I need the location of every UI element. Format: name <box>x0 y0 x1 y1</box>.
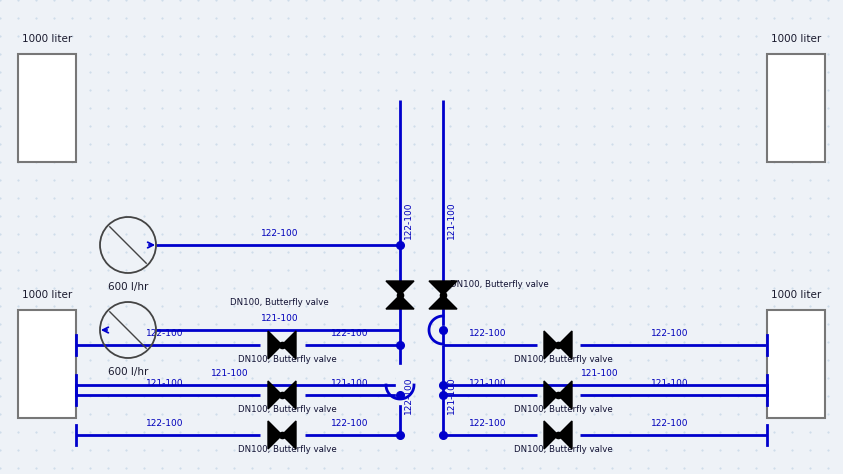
Text: 121-100: 121-100 <box>146 379 184 388</box>
Bar <box>767 310 825 418</box>
Text: 121-100: 121-100 <box>581 369 619 378</box>
Polygon shape <box>558 331 572 359</box>
Text: DN100, Butterfly valve: DN100, Butterfly valve <box>450 280 549 289</box>
Text: 1000 liter: 1000 liter <box>22 34 72 44</box>
Text: 1000 liter: 1000 liter <box>22 290 72 300</box>
Text: 1000 liter: 1000 liter <box>771 34 821 44</box>
Text: DN100, Butterfly valve: DN100, Butterfly valve <box>238 405 336 414</box>
Polygon shape <box>558 421 572 449</box>
Text: 121-100: 121-100 <box>261 314 298 323</box>
Polygon shape <box>386 295 414 309</box>
Polygon shape <box>544 421 558 449</box>
Text: 121-100: 121-100 <box>447 201 456 239</box>
Text: DN100, Butterfly valve: DN100, Butterfly valve <box>238 355 336 364</box>
Polygon shape <box>282 381 296 409</box>
Text: DN100, Butterfly valve: DN100, Butterfly valve <box>514 405 613 414</box>
Text: 121-100: 121-100 <box>331 379 369 388</box>
Text: 122-100: 122-100 <box>146 329 184 338</box>
Polygon shape <box>558 381 572 409</box>
Polygon shape <box>429 281 457 295</box>
Text: DN100, Butterfly valve: DN100, Butterfly valve <box>514 355 613 364</box>
Text: 122-100: 122-100 <box>331 419 368 428</box>
Polygon shape <box>544 381 558 409</box>
Text: 122-100: 122-100 <box>404 376 413 414</box>
Polygon shape <box>282 421 296 449</box>
Polygon shape <box>386 281 414 295</box>
Text: 122-100: 122-100 <box>652 329 689 338</box>
Text: 122-100: 122-100 <box>331 329 368 338</box>
Text: 122-100: 122-100 <box>470 419 507 428</box>
Text: 121-100: 121-100 <box>447 376 456 414</box>
Bar <box>767 54 825 162</box>
Polygon shape <box>429 295 457 309</box>
Bar <box>18 54 76 162</box>
Bar <box>18 310 76 418</box>
Text: 600 l/hr: 600 l/hr <box>108 367 148 377</box>
Polygon shape <box>268 421 282 449</box>
Text: 1000 liter: 1000 liter <box>771 290 821 300</box>
Polygon shape <box>544 331 558 359</box>
Polygon shape <box>282 331 296 359</box>
Text: 600 l/hr: 600 l/hr <box>108 282 148 292</box>
Text: 122-100: 122-100 <box>146 419 184 428</box>
Polygon shape <box>268 381 282 409</box>
Text: DN100, Butterfly valve: DN100, Butterfly valve <box>238 445 336 454</box>
Text: 122-100: 122-100 <box>470 329 507 338</box>
Text: 121-100: 121-100 <box>212 369 249 378</box>
Text: 122-100: 122-100 <box>261 229 298 238</box>
Text: DN100, Butterfly valve: DN100, Butterfly valve <box>230 298 329 307</box>
Text: 122-100: 122-100 <box>404 201 413 239</box>
Polygon shape <box>268 331 282 359</box>
Text: 122-100: 122-100 <box>652 419 689 428</box>
Text: 121-100: 121-100 <box>470 379 507 388</box>
Text: DN100, Butterfly valve: DN100, Butterfly valve <box>514 445 613 454</box>
Text: 121-100: 121-100 <box>651 379 689 388</box>
